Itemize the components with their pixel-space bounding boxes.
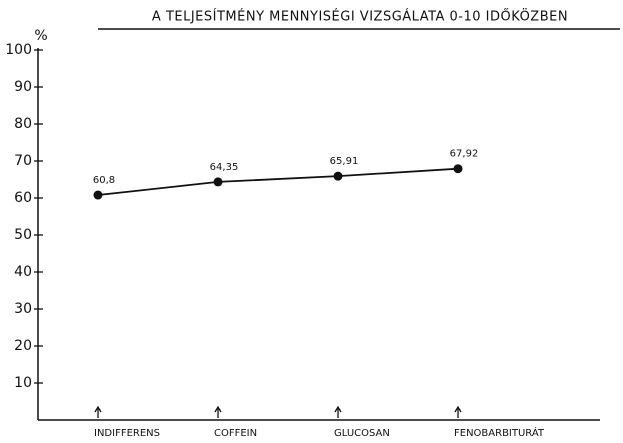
y-axis-label: % (34, 28, 47, 44)
chart-title: A TELJESÍTMÉNY MENNYISÉGI VIZSGÁLATA 0-1… (152, 8, 568, 25)
data-label: 67,92 (450, 149, 479, 160)
y-tick-label: 50 (14, 227, 32, 243)
y-tick-label: 70 (14, 153, 32, 169)
x-tick-label: GLUCOSAN (334, 428, 390, 439)
data-point (213, 177, 223, 187)
data-point (453, 164, 463, 174)
arrow-head (454, 405, 462, 413)
y-tick-label: 100 (5, 42, 32, 58)
x-tick-label: FENOBARBITURÁT (454, 426, 545, 439)
x-tick-label: INDIFFERENS (94, 428, 160, 439)
data-point (93, 190, 103, 200)
y-tick-label: 90 (14, 79, 32, 95)
y-tick-label: 20 (14, 338, 32, 354)
y-tick-label: 80 (14, 116, 32, 132)
data-line (97, 167, 459, 196)
y-tick-label: 10 (14, 375, 32, 391)
y-tick-label: 40 (14, 264, 32, 280)
data-label: 60,8 (93, 175, 115, 186)
arrow-head (334, 405, 342, 413)
y-tick-label: 30 (14, 301, 32, 317)
arrow-head (94, 405, 102, 413)
arrow-head (214, 405, 222, 413)
data-point (333, 171, 343, 181)
data-label: 64,35 (210, 162, 239, 173)
data-label: 65,91 (330, 156, 359, 167)
y-tick-label: 60 (14, 190, 32, 206)
x-tick-label: COFFEIN (214, 428, 257, 439)
